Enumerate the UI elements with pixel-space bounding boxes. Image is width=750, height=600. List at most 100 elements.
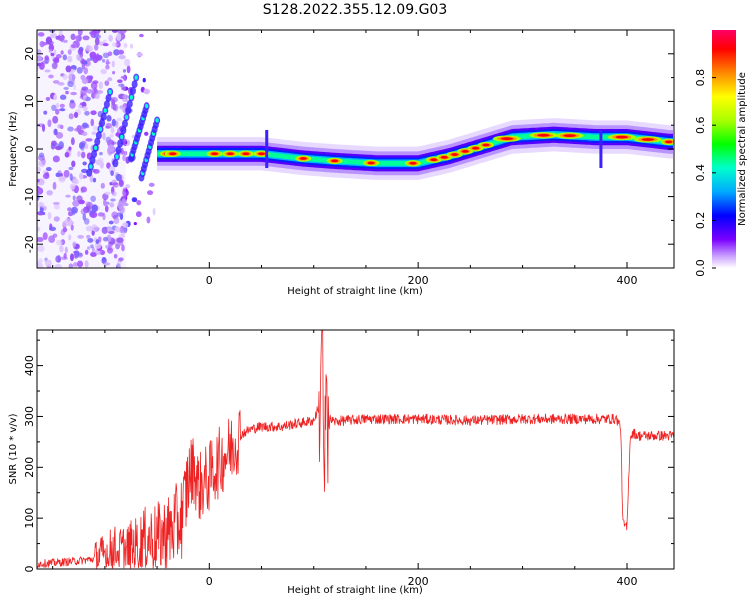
noise-speckle — [92, 177, 97, 183]
ridge-hotspot-core — [440, 155, 448, 159]
noise-speckle — [81, 131, 88, 136]
noise-speckle — [80, 208, 87, 215]
streak-blob — [95, 131, 102, 140]
ridge-hotspot-core — [471, 146, 480, 150]
noise-speckle — [93, 34, 101, 39]
noise-speckle — [88, 209, 95, 215]
noise-speckle — [110, 96, 118, 103]
noise-speckle — [81, 78, 89, 85]
noise-speckle — [63, 39, 68, 43]
colorbar: 0.0 0.2 0.4 0.6 0.8 Normalized spectral ampl… — [694, 30, 748, 277]
streak-core — [89, 164, 93, 169]
noise-speckle — [69, 183, 76, 190]
colorbar-tick-label: 0.6 — [694, 116, 707, 134]
noise-speckle — [76, 195, 83, 202]
streak-blob — [112, 159, 119, 168]
noise-speckle — [111, 30, 118, 33]
spectrogram-xtick-label: 400 — [617, 274, 638, 287]
noise-speckle — [116, 33, 122, 41]
noise-speckle — [122, 188, 129, 197]
noise-speckle — [59, 245, 64, 253]
noise-speckle — [72, 83, 77, 91]
noise-speckle — [98, 81, 103, 90]
noise-speckle — [102, 43, 109, 47]
streak-blob — [125, 106, 132, 115]
noise-speckle — [72, 195, 76, 201]
noise-speckle — [111, 211, 119, 219]
spectrogram-xtick-label: 200 — [408, 274, 429, 287]
noise-speckle — [85, 45, 94, 52]
noise-speckle — [53, 203, 60, 210]
noise-speckle — [126, 65, 131, 74]
noise-speckle — [42, 232, 48, 241]
noise-speckle — [81, 151, 86, 159]
noise-speckle — [110, 198, 116, 202]
streak-core — [94, 145, 98, 151]
noise-speckle — [72, 241, 77, 248]
noise-speckle — [77, 30, 83, 36]
noise-speckle — [73, 178, 79, 185]
ridge-hotspot-core — [641, 138, 655, 141]
spectrogram-ytick-label: -10 — [23, 188, 36, 206]
streak-blob — [103, 100, 110, 109]
noise-speckle — [84, 110, 90, 116]
noise-speckle — [58, 176, 66, 183]
streak-core — [120, 134, 124, 140]
noise-speckle — [50, 142, 56, 150]
noise-speckle — [85, 201, 94, 210]
noise-speckle — [95, 54, 102, 62]
streak-core — [129, 95, 133, 100]
noise-speckle — [130, 43, 134, 49]
snr-xtick-label: 400 — [617, 575, 638, 588]
noise-speckle — [59, 103, 65, 108]
noise-speckle — [37, 226, 41, 232]
noise-speckle — [87, 238, 94, 243]
noise-speckle — [117, 79, 123, 83]
streak-blob — [91, 150, 98, 159]
noise-speckle — [92, 80, 99, 85]
ridge-hotspot-core — [500, 137, 514, 141]
noise-speckle — [97, 212, 105, 217]
noise-speckle — [37, 187, 44, 195]
noise-speckle — [55, 108, 60, 115]
noise-speckle — [67, 80, 74, 88]
noise-speckle — [86, 88, 94, 94]
spectrogram-plot-area — [37, 30, 674, 268]
noise-speckle — [79, 142, 84, 150]
noise-speckle — [90, 244, 94, 249]
noise-speckle — [46, 190, 53, 196]
noise-speckle — [123, 42, 128, 49]
noise-speckle — [50, 33, 57, 39]
noise-speckle — [45, 167, 52, 172]
snr-xtick-label: 0 — [206, 575, 213, 588]
noise-speckle — [81, 86, 89, 91]
noise-speckle — [148, 182, 155, 187]
noise-speckle — [37, 178, 40, 183]
noise-speckle — [68, 166, 74, 171]
noise-speckle — [89, 75, 94, 80]
streak-blob — [89, 156, 96, 165]
noise-speckle — [113, 49, 120, 56]
noise-speckle — [111, 118, 116, 127]
noise-speckle — [112, 71, 116, 75]
noise-haze — [37, 30, 126, 268]
noise-speckle — [52, 115, 59, 124]
noise-speckle — [71, 206, 78, 214]
snr-ytick-label: 0 — [23, 566, 36, 573]
noise-speckle — [105, 244, 109, 249]
noise-speckle — [43, 110, 48, 115]
noise-speckle — [100, 68, 107, 75]
noise-speckle — [55, 145, 63, 151]
noise-speckle — [82, 35, 90, 41]
noise-speckle — [45, 36, 53, 45]
noise-speckle — [104, 205, 109, 213]
noise-speckle — [90, 110, 97, 116]
noise-speckle — [37, 166, 41, 173]
ridge-hotspot-core — [537, 133, 550, 137]
noise-speckle — [120, 75, 127, 79]
noise-speckle — [90, 251, 97, 257]
spectrogram-ytick-label: 0 — [23, 146, 36, 153]
noise-speckle — [107, 77, 113, 82]
noise-speckle — [115, 173, 122, 182]
noise-speckle — [47, 211, 52, 220]
